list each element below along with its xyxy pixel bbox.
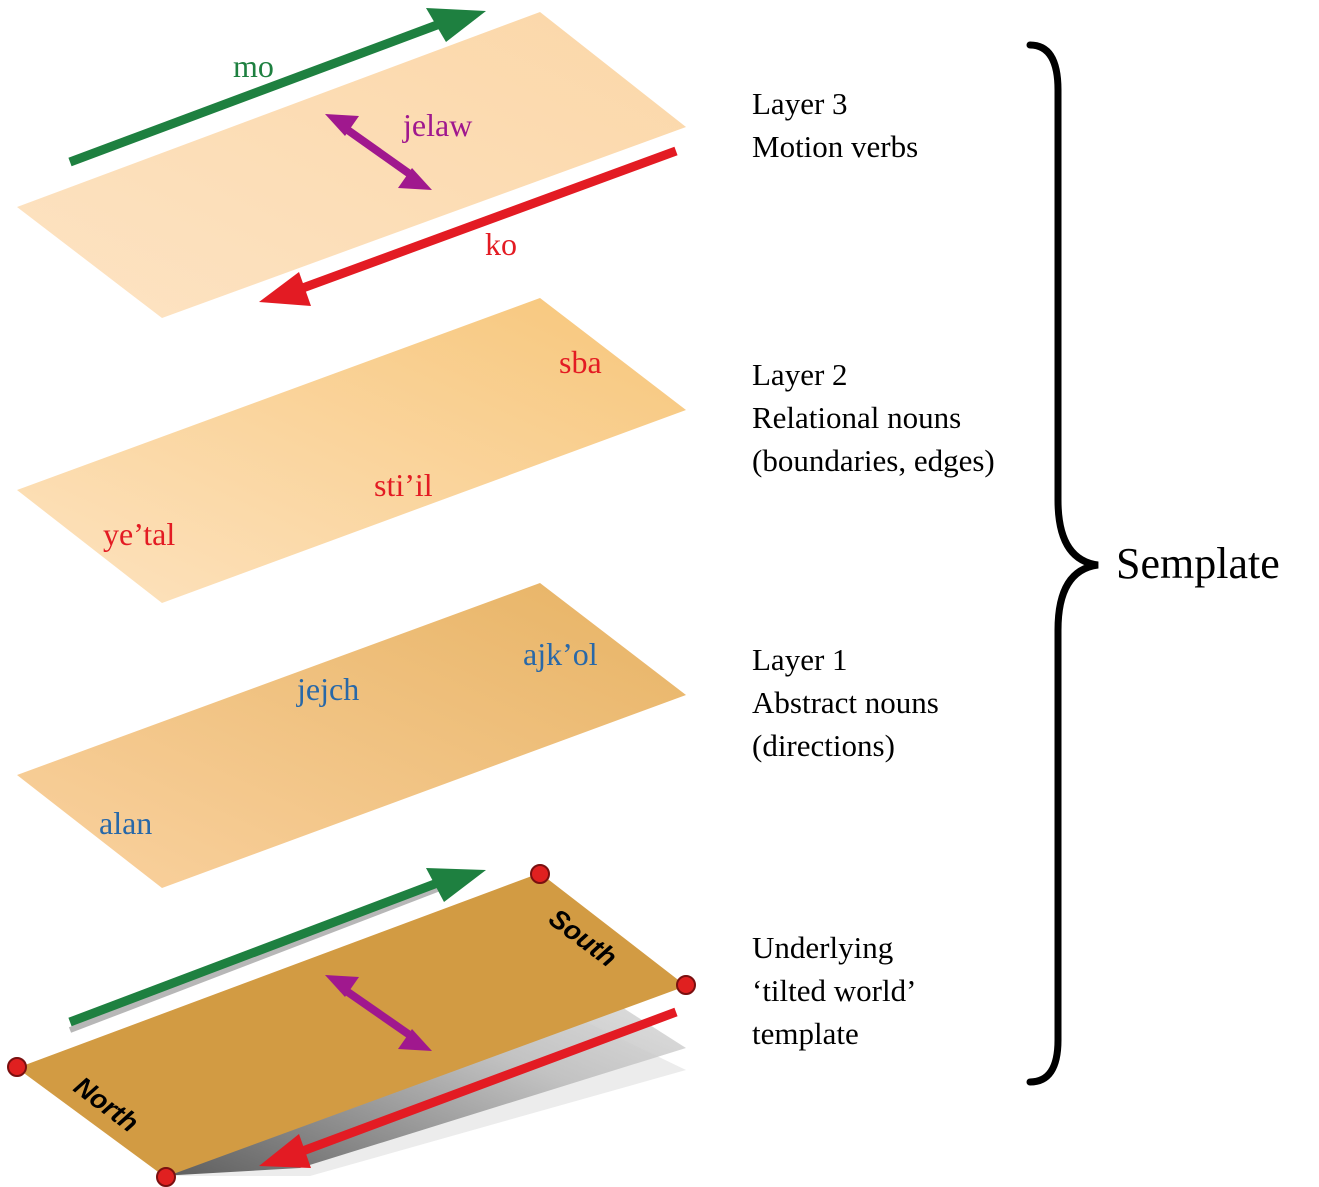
- layer-1-subtitle: Abstract nouns: [752, 685, 939, 720]
- layer-2: sba sti’il ye’tal: [17, 298, 686, 603]
- word-jelaw: jelaw: [402, 107, 472, 143]
- corner-dot-ne: [530, 864, 550, 884]
- base-green-arrow: [68, 868, 486, 1033]
- word-sba: sba: [559, 344, 602, 380]
- layer-2-plane: [17, 298, 686, 603]
- word-yetal: ye’tal: [103, 516, 175, 552]
- green-arrow-mo: [68, 8, 486, 167]
- base-red-arrow: [259, 1007, 678, 1168]
- layer-3-title: Layer 3: [752, 86, 848, 121]
- base-line-2: ‘tilted world’: [752, 973, 916, 1008]
- corner-dot-nw: [7, 1057, 27, 1077]
- curly-brace: [1026, 41, 1099, 1086]
- layer-2-description: Layer 2 Relational nouns (boundaries, ed…: [752, 357, 995, 478]
- base-plane: [17, 873, 686, 1177]
- layer-3: mo jelaw ko: [17, 8, 686, 318]
- layer-3-subtitle: Motion verbs: [752, 129, 918, 164]
- layer-2-note: (boundaries, edges): [752, 443, 995, 478]
- word-ajkol: ajk’ol: [523, 636, 598, 672]
- corner-dot-se: [676, 975, 696, 995]
- layer-1-plane: [17, 583, 686, 888]
- layer-3-description: Layer 3 Motion verbs: [752, 86, 918, 164]
- base-magenta-double-arrow: [325, 975, 432, 1051]
- base-line-3: template: [752, 1016, 859, 1051]
- layer-2-subtitle: Relational nouns: [752, 400, 961, 435]
- word-alan: alan: [99, 805, 152, 841]
- word-ko: ko: [485, 226, 517, 262]
- layer-1-description: Layer 1 Abstract nouns (directions): [752, 642, 939, 763]
- word-jejch: jejch: [296, 671, 359, 707]
- base-line-1: Underlying: [752, 930, 893, 965]
- base-template: North South: [7, 864, 696, 1187]
- word-mo: mo: [233, 48, 274, 84]
- layer-1-title: Layer 1: [752, 642, 848, 677]
- magenta-double-arrow-jelaw: [325, 114, 432, 190]
- base-description: Underlying ‘tilted world’ template: [752, 930, 916, 1051]
- word-stiil: sti’il: [374, 467, 433, 503]
- red-arrow-ko: [259, 146, 678, 306]
- layer-3-plane: [17, 12, 686, 318]
- layer-2-title: Layer 2: [752, 357, 848, 392]
- layer-1-note: (directions): [752, 728, 895, 763]
- layer-1: ajk’ol jejch alan: [17, 583, 686, 888]
- semplate-label: Semplate: [1116, 539, 1280, 588]
- corner-dot-sw: [156, 1167, 176, 1187]
